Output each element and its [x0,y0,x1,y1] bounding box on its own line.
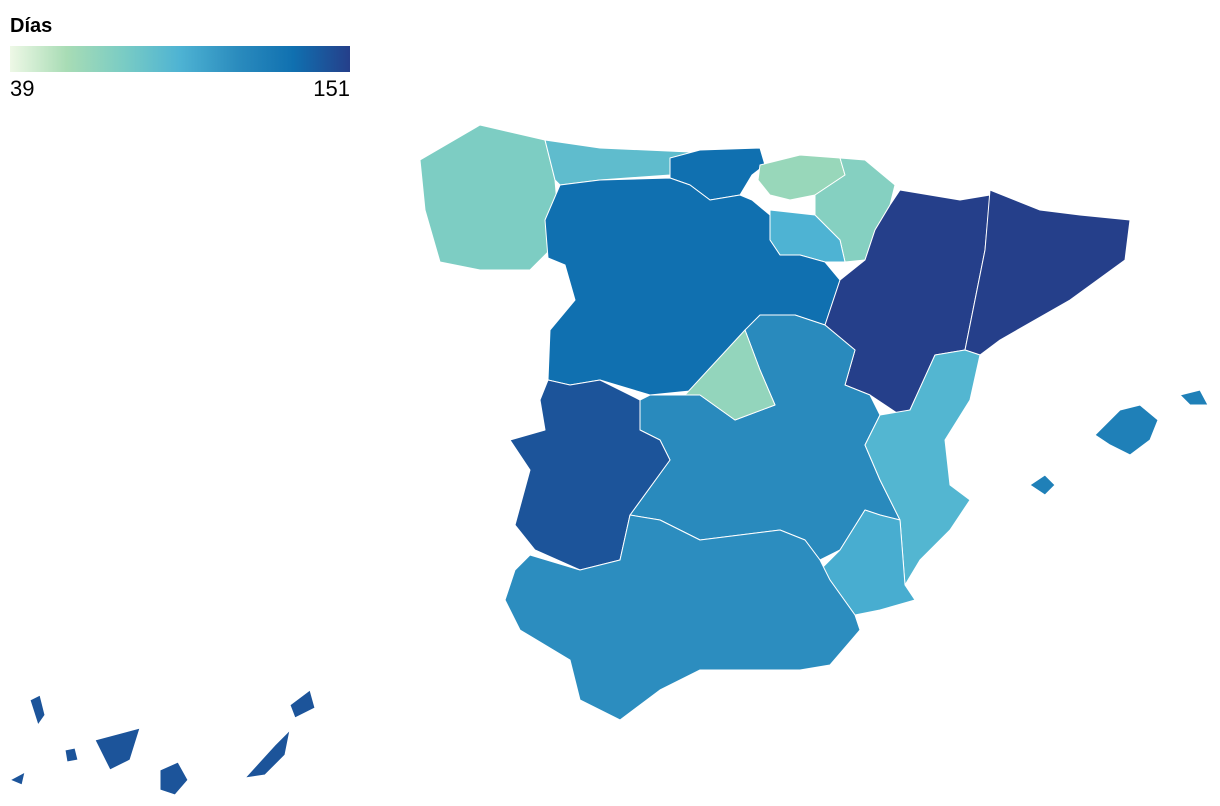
region [289,689,316,719]
region [159,761,189,796]
legend-max: 151 [313,76,350,101]
region [1179,389,1209,406]
region [94,727,141,771]
region [1094,404,1159,456]
regions [9,124,1209,796]
legend-title: Días [10,15,52,37]
legend-gradient [10,46,350,72]
region [964,189,1131,356]
region [244,729,291,779]
region [1029,474,1056,496]
region [819,509,916,616]
region [29,694,46,726]
region [864,349,981,586]
region [9,771,26,786]
region [504,514,861,721]
legend-min: 39 [10,76,34,101]
region [814,157,896,263]
region [419,124,561,271]
region [684,329,776,421]
region [64,747,79,763]
